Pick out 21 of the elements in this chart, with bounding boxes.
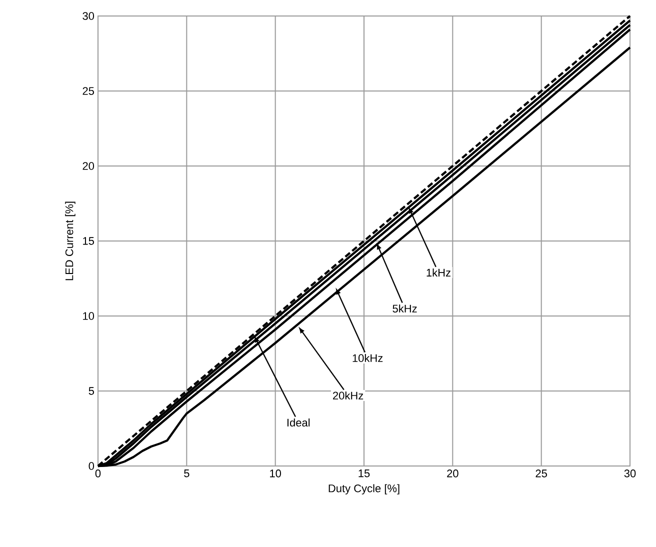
annotation: 20kHz [333, 391, 364, 400]
y-tick-label: 15 [83, 237, 94, 245]
x-tick-label: 25 [536, 470, 547, 478]
y-tick-label: 10 [83, 312, 94, 320]
y-tick-label: 30 [82, 12, 94, 20]
x-tick-label: 20 [447, 470, 458, 478]
annotation: Ideal [287, 418, 310, 427]
y-tick-label: 5 [88, 387, 94, 395]
y-tick-label: 25 [82, 87, 94, 95]
x-tick-label: 15 [358, 470, 370, 478]
annotation: 10kHz [352, 354, 383, 362]
x-axis-title: Duty Cycle [%] [328, 484, 400, 494]
x-tick-label: 10 [270, 470, 282, 478]
y-tick-label: 20 [82, 162, 94, 170]
y-tick-label: 0 [88, 462, 94, 470]
annotation: 5kHz [392, 304, 417, 313]
x-tick-label: 0 [95, 470, 101, 478]
x-tick-label: 30 [624, 470, 636, 478]
x-tick-label: 5 [184, 470, 190, 478]
annotation: 1kHz [426, 268, 450, 276]
y-axis-title: LED Current [%] [65, 202, 76, 280]
